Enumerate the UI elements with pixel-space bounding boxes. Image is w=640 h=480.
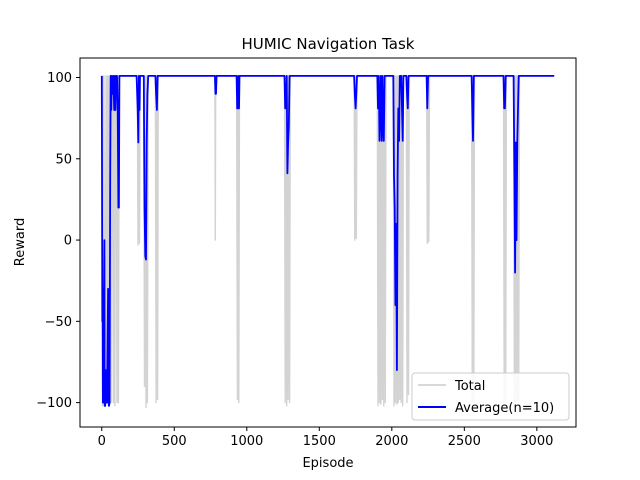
y-tick-label: 0: [64, 234, 72, 249]
series-layer: [100, 75, 555, 409]
y-tick-label: 50: [55, 152, 72, 167]
legend-box: [411, 372, 570, 421]
y-tick-label: 100: [47, 71, 72, 86]
x-tick-label: 3000: [520, 434, 553, 449]
chart-title: HUMIC Navigation Task: [242, 35, 415, 53]
x-axis-label: Episode: [302, 456, 353, 471]
plot-area: [79, 57, 577, 428]
y-axis-label: Reward: [13, 218, 28, 266]
y-axis: −100 −50 0 50 100: [36, 71, 80, 411]
y-tick-label: −50: [45, 315, 72, 330]
x-axis: 0 500 1000 1500 2000 2500 3000: [98, 427, 553, 449]
x-tick-label: 0: [98, 434, 106, 449]
series-line-average-n-10: [100, 75, 555, 407]
axes-frame: [79, 57, 577, 428]
x-tick-label: 1500: [303, 434, 336, 449]
x-tick-label: 500: [162, 434, 187, 449]
legend: Total Average(n=10): [411, 372, 570, 421]
y-tick-label: −100: [36, 396, 72, 411]
x-tick-label: 2000: [375, 434, 408, 449]
x-tick-label: 2500: [448, 434, 481, 449]
legend-label-average: Average(n=10): [455, 401, 554, 416]
legend-label-total: Total: [454, 379, 485, 394]
x-tick-label: 1000: [230, 434, 263, 449]
